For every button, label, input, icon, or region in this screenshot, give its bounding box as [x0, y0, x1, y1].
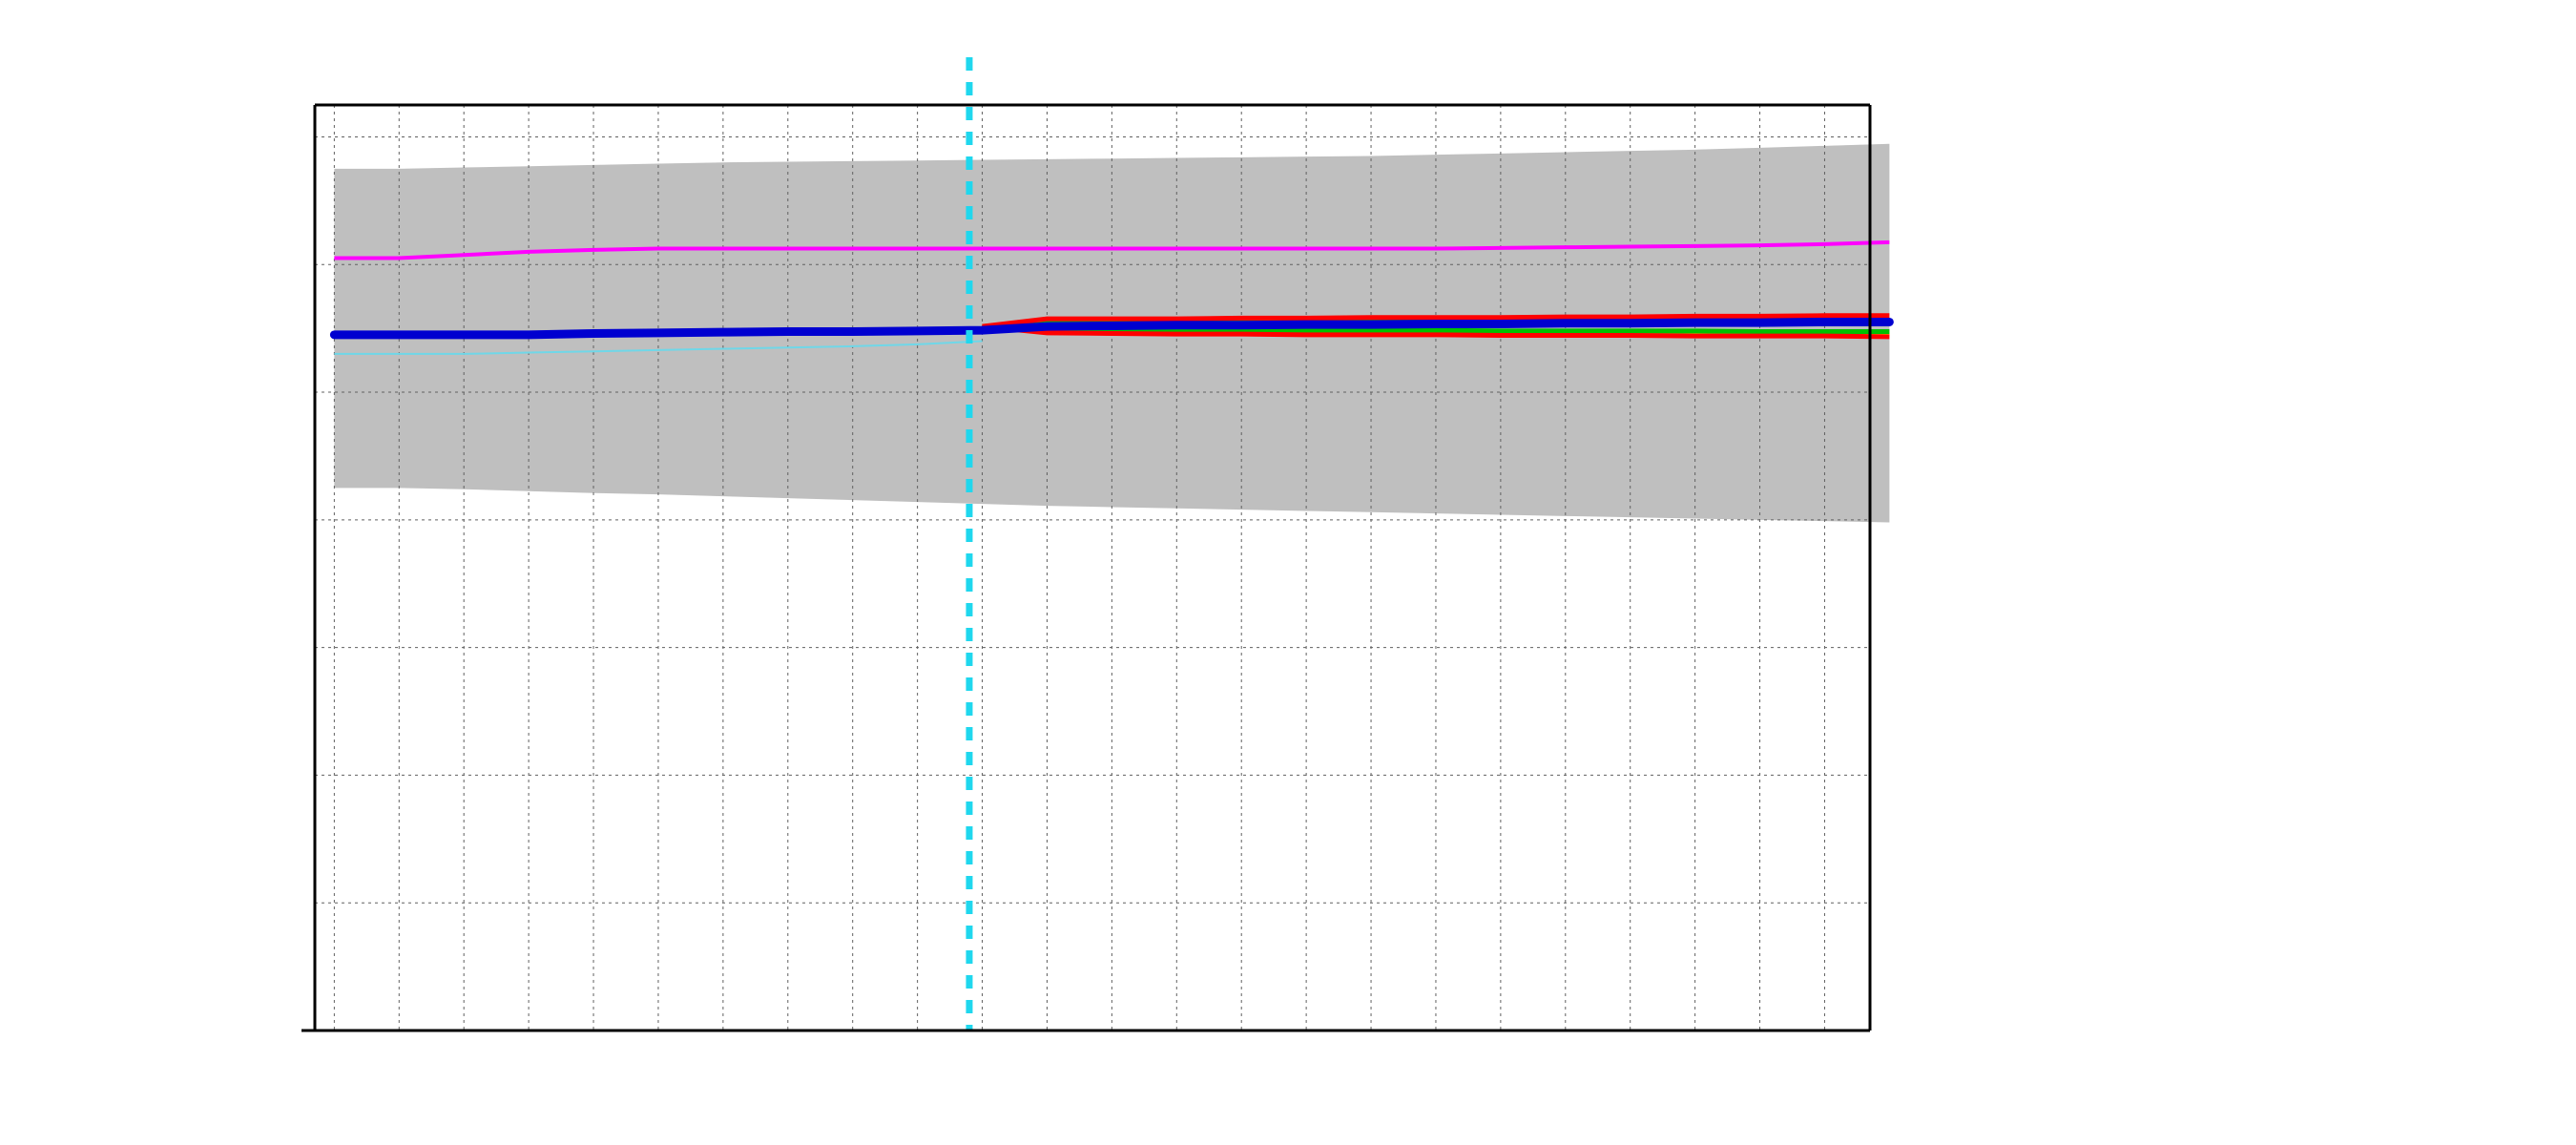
chart-svg: [0, 0, 2576, 1145]
chart-root: [0, 0, 2576, 1145]
